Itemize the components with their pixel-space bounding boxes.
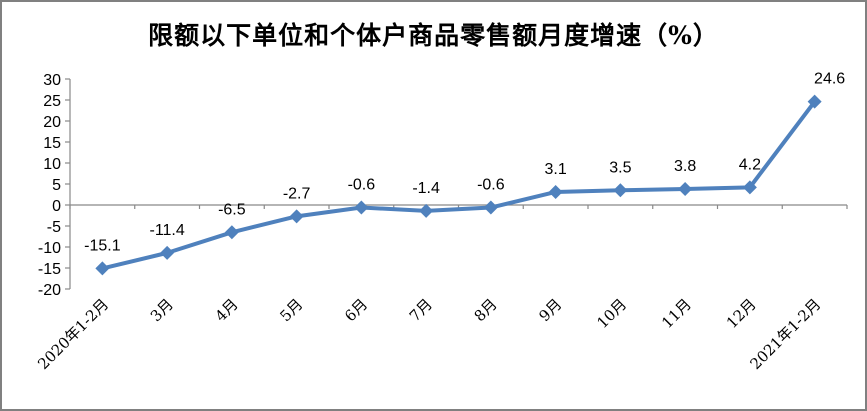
x-category-label: 10月 — [593, 295, 630, 332]
data-point-marker — [613, 183, 628, 198]
data-point-marker — [678, 182, 693, 197]
data-label: -6.5 — [218, 201, 246, 218]
y-tick-label: 30 — [43, 72, 61, 89]
y-tick-label: -5 — [47, 219, 61, 236]
data-point-marker — [419, 203, 434, 218]
y-tick-label: 15 — [43, 135, 61, 152]
chart-title: 限额以下单位和个体户商品零售额月度增速（%） — [148, 21, 719, 50]
data-point-marker — [354, 200, 369, 215]
y-tick-label: 0 — [52, 198, 61, 215]
y-tick-label: -10 — [38, 240, 61, 257]
data-label: -15.1 — [84, 237, 121, 254]
x-category-label: 8月 — [471, 295, 501, 325]
data-label: -0.6 — [477, 177, 505, 194]
data-label: 3.8 — [674, 158, 696, 175]
y-tick-label: 10 — [43, 156, 61, 173]
x-category-label: 7月 — [406, 295, 436, 325]
y-tick-label: -20 — [38, 282, 61, 299]
x-category-label: 9月 — [535, 295, 565, 325]
data-point-marker — [224, 225, 239, 240]
y-tick-label: 20 — [43, 114, 61, 131]
x-category-label: 12月 — [723, 295, 760, 332]
data-label: 3.1 — [545, 161, 567, 178]
x-category-label: 11月 — [658, 295, 695, 332]
data-label: -1.4 — [412, 180, 440, 197]
x-category-label: 4月 — [212, 295, 242, 325]
data-point-marker — [483, 200, 498, 215]
data-label: 3.5 — [609, 159, 631, 176]
x-category-label: 6月 — [341, 295, 371, 325]
data-point-marker — [807, 94, 822, 109]
x-category-label: 2020年1-2月 — [34, 295, 112, 373]
data-label: -0.6 — [348, 177, 376, 194]
series-line — [100, 99, 817, 271]
y-tick-label: -15 — [38, 261, 61, 278]
data-label: 4.2 — [739, 156, 761, 173]
data-label: -2.7 — [283, 185, 311, 202]
data-point-marker — [548, 184, 563, 199]
x-category-label: 3月 — [147, 295, 177, 325]
data-label: 24.6 — [814, 71, 845, 88]
y-tick-label: 5 — [52, 177, 61, 194]
data-point-marker — [742, 180, 757, 195]
data-label: -11.4 — [149, 222, 184, 239]
x-category-label: 5月 — [276, 295, 306, 325]
data-point-marker — [289, 209, 304, 224]
data-point-marker — [160, 245, 175, 260]
y-tick-label: 25 — [43, 93, 61, 110]
data-point-marker — [95, 261, 110, 276]
